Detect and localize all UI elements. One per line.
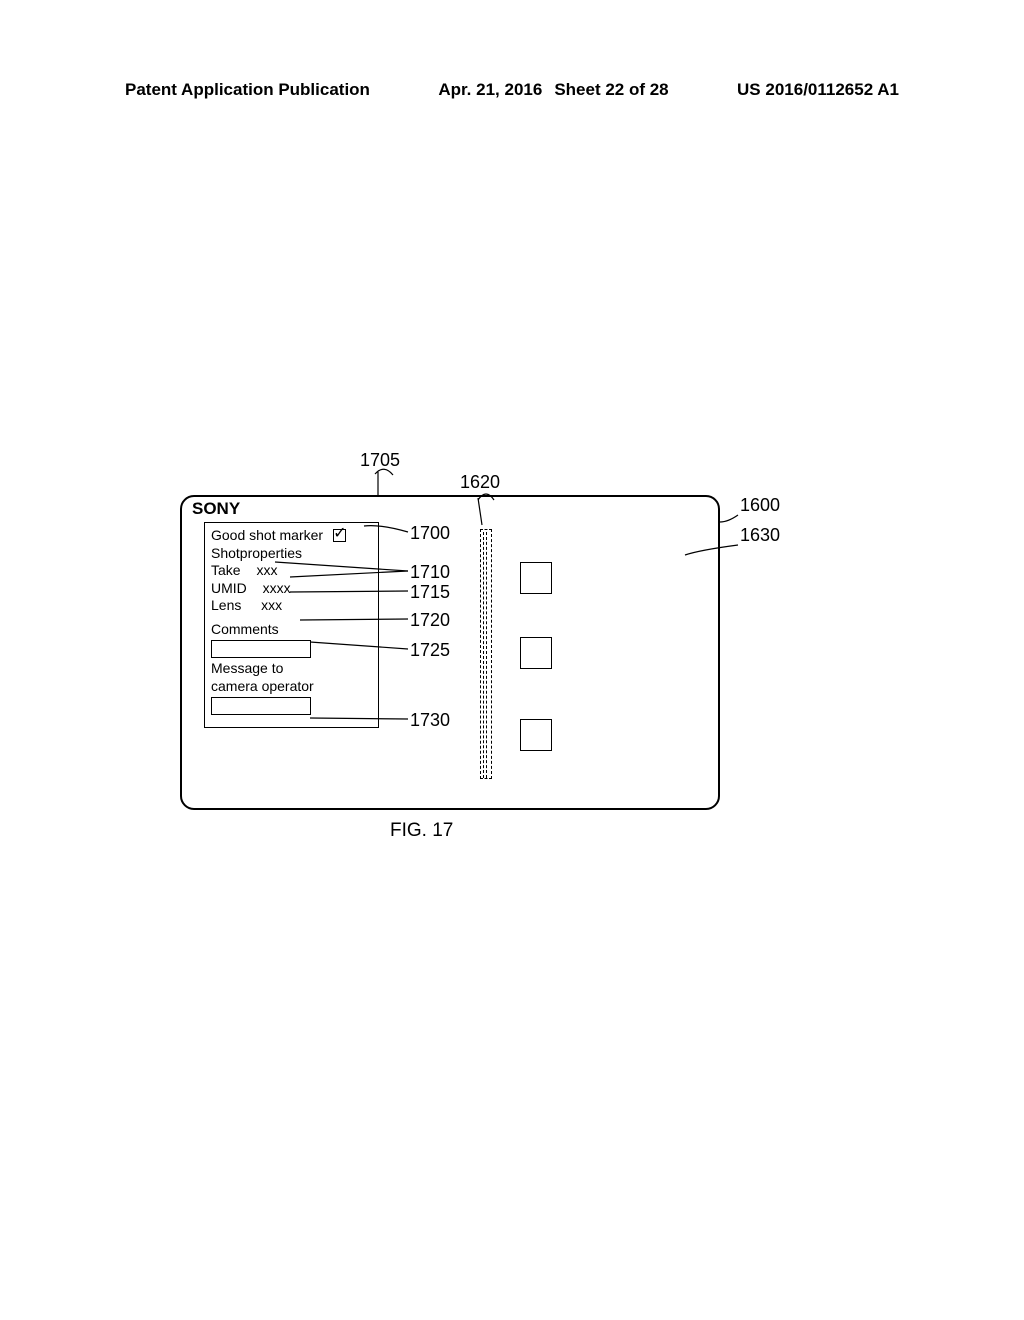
- thumbnail-2[interactable]: [520, 637, 552, 669]
- lens-value: xxx: [261, 597, 282, 615]
- callout-1600: 1600: [740, 495, 780, 516]
- callout-1715: 1715: [410, 582, 450, 603]
- lens-row: Lens xxx: [211, 597, 372, 615]
- callout-1630: 1630: [740, 525, 780, 546]
- callout-1730: 1730: [410, 710, 450, 731]
- brand-label: SONY: [192, 499, 240, 519]
- shot-properties-panel: Good shot marker Shotproperties Take xxx…: [204, 522, 379, 728]
- comments-input[interactable]: [211, 640, 311, 658]
- slider-track-inner: [483, 532, 487, 778]
- message-input[interactable]: [211, 697, 311, 715]
- message-label-line2: camera operator: [211, 678, 372, 696]
- shotproperties-label: Shotproperties: [211, 545, 372, 563]
- take-value: xxx: [256, 562, 277, 580]
- lens-label: Lens: [211, 597, 241, 615]
- comments-label: Comments: [211, 621, 372, 639]
- figure-caption: FIG. 17: [390, 820, 453, 842]
- umid-value: xxxx: [263, 580, 291, 598]
- take-label: Take: [211, 562, 241, 580]
- header-sheet: Sheet 22 of 28: [554, 80, 668, 100]
- umid-label: UMID: [211, 580, 247, 598]
- header-date: Apr. 21, 2016: [438, 80, 542, 100]
- callout-1720: 1720: [410, 610, 450, 631]
- message-label-line1: Message to: [211, 660, 372, 678]
- callout-1705: 1705: [360, 450, 400, 471]
- slider-track[interactable]: [480, 529, 492, 779]
- callout-1710: 1710: [410, 562, 450, 583]
- callout-1620: 1620: [460, 472, 500, 493]
- thumbnail-3[interactable]: [520, 719, 552, 751]
- take-row: Take xxx: [211, 562, 372, 580]
- callout-1725: 1725: [410, 640, 450, 661]
- good-shot-checkbox[interactable]: [333, 529, 346, 542]
- thumbnail-1[interactable]: [520, 562, 552, 594]
- good-shot-label: Good shot marker: [211, 527, 323, 545]
- header-left: Patent Application Publication: [125, 80, 370, 100]
- header-center: Apr. 21, 2016 Sheet 22 of 28: [438, 80, 668, 100]
- header-pubnum: US 2016/0112652 A1: [737, 80, 899, 100]
- good-shot-row: Good shot marker: [211, 527, 372, 545]
- callout-1700: 1700: [410, 523, 450, 544]
- umid-row: UMID xxxx: [211, 580, 372, 598]
- page-header: Patent Application Publication Apr. 21, …: [0, 80, 1024, 100]
